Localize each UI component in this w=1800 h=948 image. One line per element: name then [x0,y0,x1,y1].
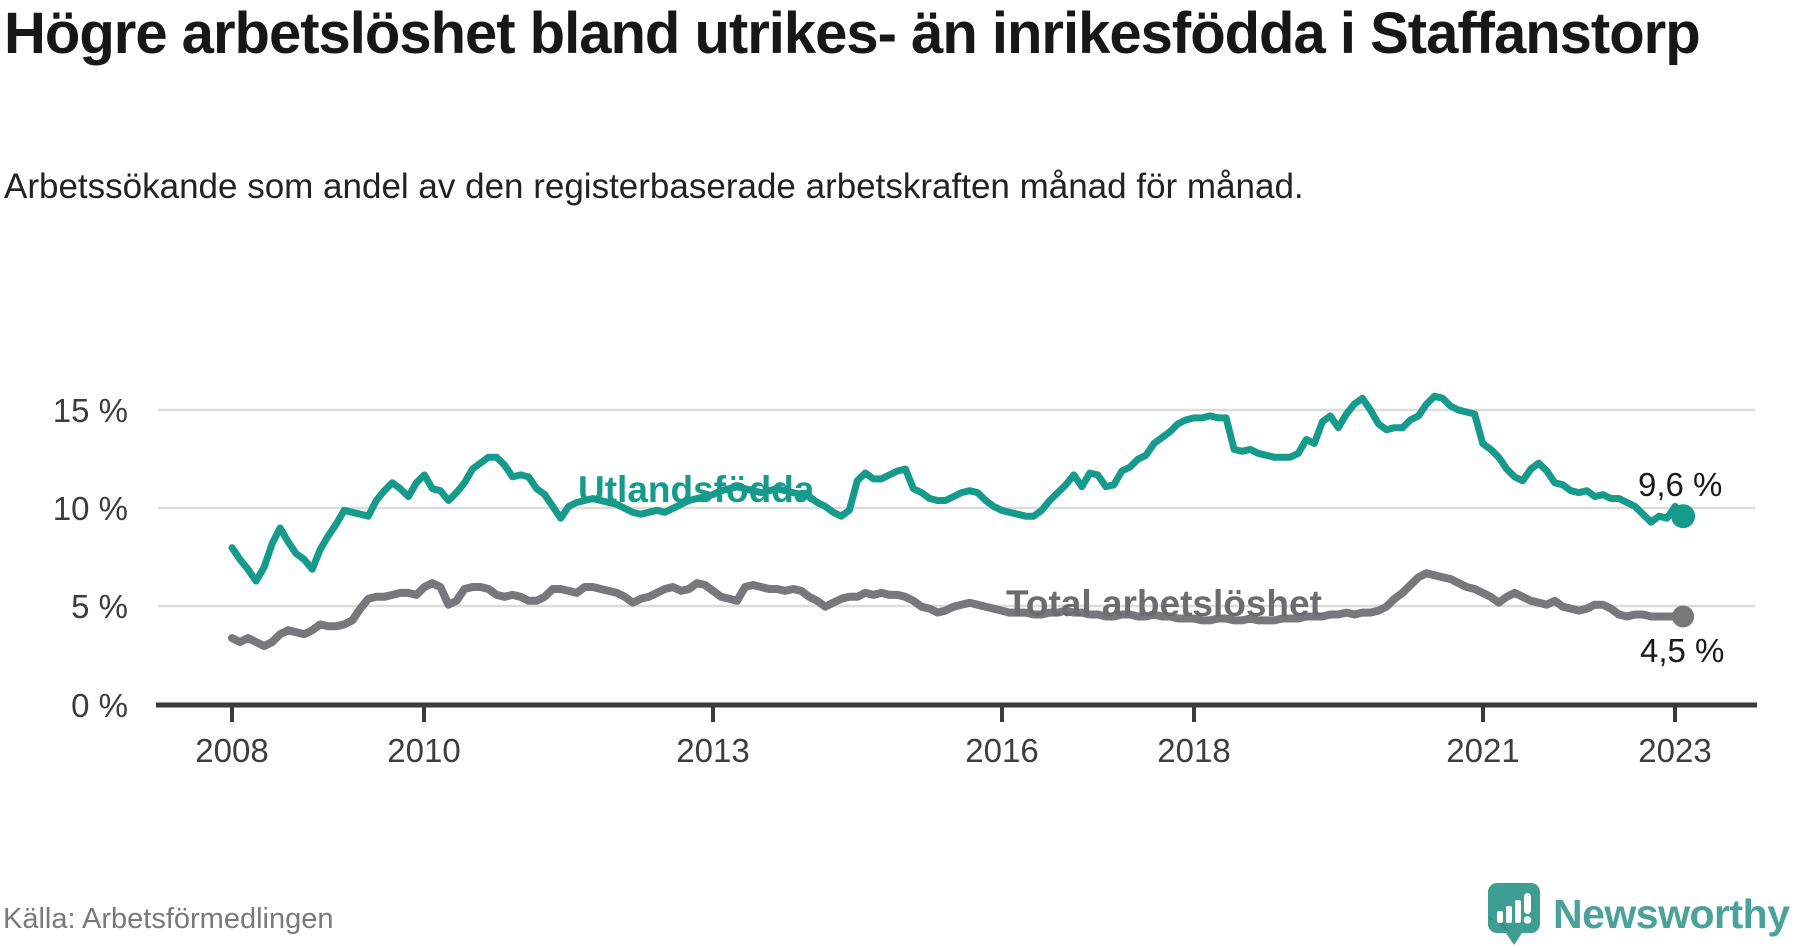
x-tick-label-2016: 2016 [965,732,1038,769]
y-axis-labels: 15 % 10 % 5 % 0 % [53,392,128,724]
y-tick-label-15: 15 % [53,392,128,429]
newsworthy-logo[interactable]: Newsworthy [1487,882,1790,946]
x-tick-label-2008: 2008 [195,732,268,769]
x-axis-labels: 2008 2010 2013 2016 2018 2021 2023 [195,732,1711,769]
line-chart: 15 % 10 % 5 % 0 % Utlandsfödda Total arb… [53,392,1757,769]
end-dot-total [1672,605,1695,628]
chart-subtitle: Arbetssökande som andel av den registerb… [4,167,1304,206]
page-title: Högre arbetslöshet bland utrikes- än inr… [4,1,1701,66]
source-credit: Källa: Arbetsförmedlingen [3,903,334,935]
y-tick-label-0: 0 % [71,687,128,724]
bar-chart-speech-bubble-icon [1488,883,1540,945]
brand-name: Newsworthy [1553,890,1790,937]
x-tick-label-2023: 2023 [1638,732,1711,769]
x-tick-label-2021: 2021 [1446,732,1519,769]
end-value-total: 4,5 % [1640,632,1724,669]
series-line-utlandsfodda [228,392,1687,585]
series-line-total-arbetsloshet [228,569,1688,650]
series-label-utlandsfodda: Utlandsfödda [578,469,815,510]
y-tick-label-5: 5 % [71,588,128,625]
x-axis-ticks [230,705,1677,722]
x-axis: 2008 2010 2013 2016 2018 2021 2023 [156,702,1757,769]
gridlines [158,408,1755,608]
x-tick-label-2013: 2013 [676,732,749,769]
end-value-utlandsfodda: 9,6 % [1638,466,1722,503]
y-tick-label-10: 10 % [53,490,128,527]
x-tick-label-2010: 2010 [387,732,460,769]
series-label-total: Total arbetslöshet [1006,583,1322,624]
x-tick-label-2018: 2018 [1157,732,1230,769]
end-dot-utlandsfodda [1671,504,1696,529]
